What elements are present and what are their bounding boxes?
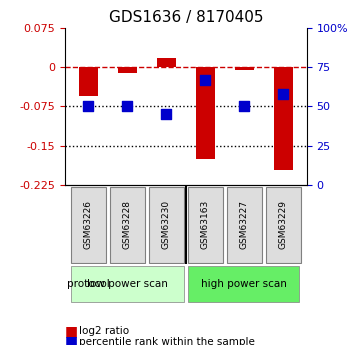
FancyBboxPatch shape — [71, 187, 106, 263]
FancyBboxPatch shape — [149, 187, 184, 263]
Point — [242, 104, 247, 109]
Text: high power scan: high power scan — [201, 279, 287, 289]
FancyBboxPatch shape — [188, 266, 299, 302]
Point — [125, 104, 130, 109]
Bar — [235, 67, 254, 70]
Title: GDS1636 / 8170405: GDS1636 / 8170405 — [109, 10, 263, 25]
Text: GSM63226: GSM63226 — [84, 200, 93, 249]
FancyBboxPatch shape — [266, 187, 301, 263]
Text: log2 ratio: log2 ratio — [79, 326, 130, 336]
Text: protocol: protocol — [67, 279, 110, 289]
Text: GSM63230: GSM63230 — [162, 200, 171, 249]
Bar — [157, 58, 176, 67]
Bar — [79, 67, 98, 96]
FancyBboxPatch shape — [71, 266, 184, 302]
Text: percentile rank within the sample: percentile rank within the sample — [79, 337, 255, 345]
Text: GSM63227: GSM63227 — [240, 200, 249, 249]
FancyBboxPatch shape — [188, 187, 223, 263]
Point — [86, 104, 91, 109]
Point — [280, 91, 286, 97]
Bar — [118, 67, 137, 73]
Text: ■: ■ — [65, 324, 78, 338]
FancyBboxPatch shape — [227, 187, 262, 263]
FancyBboxPatch shape — [110, 187, 145, 263]
Text: GSM63228: GSM63228 — [123, 200, 132, 249]
Text: ■: ■ — [65, 335, 78, 345]
Bar — [274, 67, 293, 169]
Text: GSM63229: GSM63229 — [279, 200, 288, 249]
Text: low power scan: low power scan — [87, 279, 168, 289]
Text: GSM63163: GSM63163 — [201, 200, 210, 249]
Point — [164, 111, 169, 117]
Bar — [196, 67, 215, 159]
Point — [203, 77, 208, 82]
